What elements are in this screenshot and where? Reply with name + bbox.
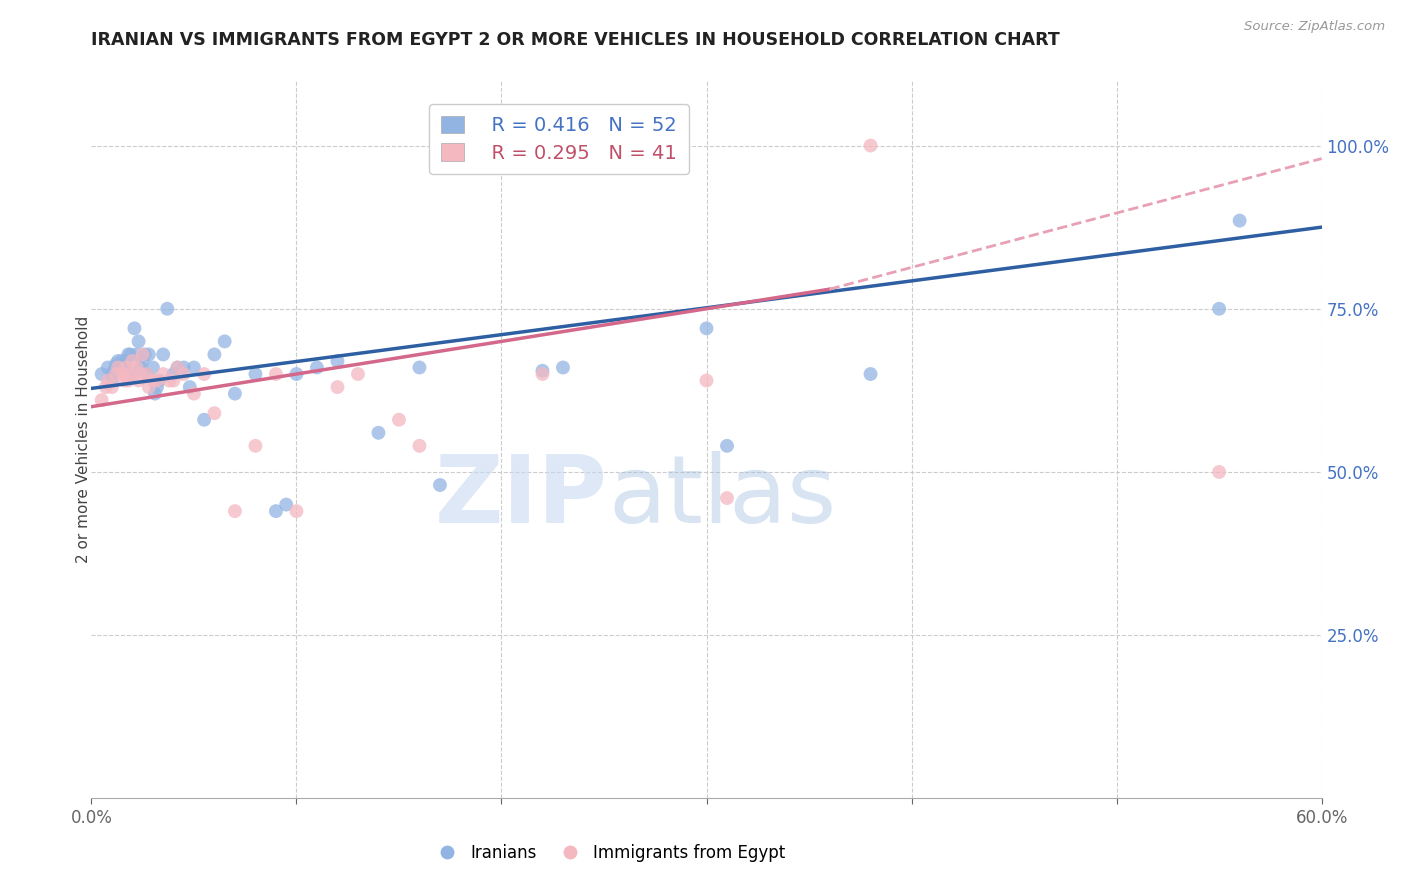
Text: Source: ZipAtlas.com: Source: ZipAtlas.com	[1244, 20, 1385, 33]
Point	[115, 360, 138, 375]
Point	[107, 354, 129, 368]
Point	[128, 334, 150, 349]
Point	[202, 406, 225, 420]
Point	[148, 374, 170, 388]
Point	[117, 374, 139, 388]
Point	[285, 504, 308, 518]
Point	[202, 347, 225, 361]
Point	[115, 354, 138, 368]
Point	[117, 347, 139, 361]
Point	[264, 367, 287, 381]
Point	[264, 504, 287, 518]
Point	[367, 425, 389, 440]
Point	[388, 413, 411, 427]
Point	[1208, 465, 1230, 479]
Point	[101, 380, 124, 394]
Point	[166, 360, 188, 375]
Point	[138, 347, 160, 361]
Point	[214, 334, 236, 349]
Point	[183, 386, 205, 401]
Point	[193, 413, 215, 427]
Point	[97, 374, 120, 388]
Point	[157, 374, 180, 388]
Text: ZIP: ZIP	[436, 450, 607, 542]
Point	[128, 374, 150, 388]
Point	[531, 367, 554, 381]
Point	[716, 439, 738, 453]
Point	[101, 374, 124, 388]
Point	[551, 360, 574, 375]
Point	[143, 386, 166, 401]
Point	[408, 360, 430, 375]
Point	[111, 367, 134, 381]
Point	[142, 374, 165, 388]
Y-axis label: 2 or more Vehicles in Household: 2 or more Vehicles in Household	[76, 316, 90, 563]
Point	[276, 498, 298, 512]
Point	[305, 360, 328, 375]
Point	[129, 367, 152, 381]
Point	[152, 347, 174, 361]
Point	[531, 364, 554, 378]
Point	[97, 360, 120, 375]
Point	[101, 367, 124, 381]
Point	[134, 347, 156, 361]
Point	[224, 504, 246, 518]
Point	[162, 374, 184, 388]
Point	[112, 360, 135, 375]
Point	[859, 367, 882, 381]
Point	[107, 360, 129, 375]
Point	[90, 393, 112, 408]
Point	[224, 386, 246, 401]
Point	[1229, 213, 1251, 227]
Point	[103, 364, 125, 378]
Point	[125, 360, 148, 375]
Point	[111, 354, 134, 368]
Point	[245, 439, 267, 453]
Point	[138, 380, 160, 394]
Point	[120, 367, 142, 381]
Point	[120, 347, 142, 361]
Point	[121, 367, 143, 381]
Point	[135, 367, 157, 381]
Point	[183, 360, 205, 375]
Point	[173, 367, 195, 381]
Point	[173, 360, 195, 375]
Point	[152, 367, 174, 381]
Point	[695, 321, 717, 335]
Point	[193, 367, 215, 381]
Point	[90, 367, 112, 381]
Point	[131, 354, 153, 368]
Point	[716, 491, 738, 505]
Point	[131, 347, 153, 361]
Point	[124, 321, 146, 335]
Point	[94, 380, 117, 394]
Text: atlas: atlas	[607, 450, 837, 542]
Point	[146, 380, 169, 394]
Point	[347, 367, 370, 381]
Point	[105, 357, 127, 371]
Text: IRANIAN VS IMMIGRANTS FROM EGYPT 2 OR MORE VEHICLES IN HOUSEHOLD CORRELATION CHA: IRANIAN VS IMMIGRANTS FROM EGYPT 2 OR MO…	[91, 31, 1060, 49]
Point	[326, 354, 349, 368]
Point	[326, 380, 349, 394]
Point	[695, 374, 717, 388]
Point	[142, 360, 165, 375]
Point	[135, 367, 157, 381]
Point	[112, 374, 135, 388]
Point	[285, 367, 308, 381]
Point	[105, 367, 127, 381]
Point	[129, 360, 152, 375]
Point	[859, 138, 882, 153]
Point	[408, 439, 430, 453]
Point	[121, 354, 143, 368]
Point	[156, 301, 179, 316]
Point	[429, 478, 451, 492]
Point	[125, 347, 148, 361]
Point	[1208, 301, 1230, 316]
Point	[166, 360, 188, 375]
Point	[245, 367, 267, 381]
Point	[146, 374, 169, 388]
Point	[162, 367, 184, 381]
Legend: Iranians, Immigrants from Egypt: Iranians, Immigrants from Egypt	[423, 838, 793, 869]
Point	[179, 380, 201, 394]
